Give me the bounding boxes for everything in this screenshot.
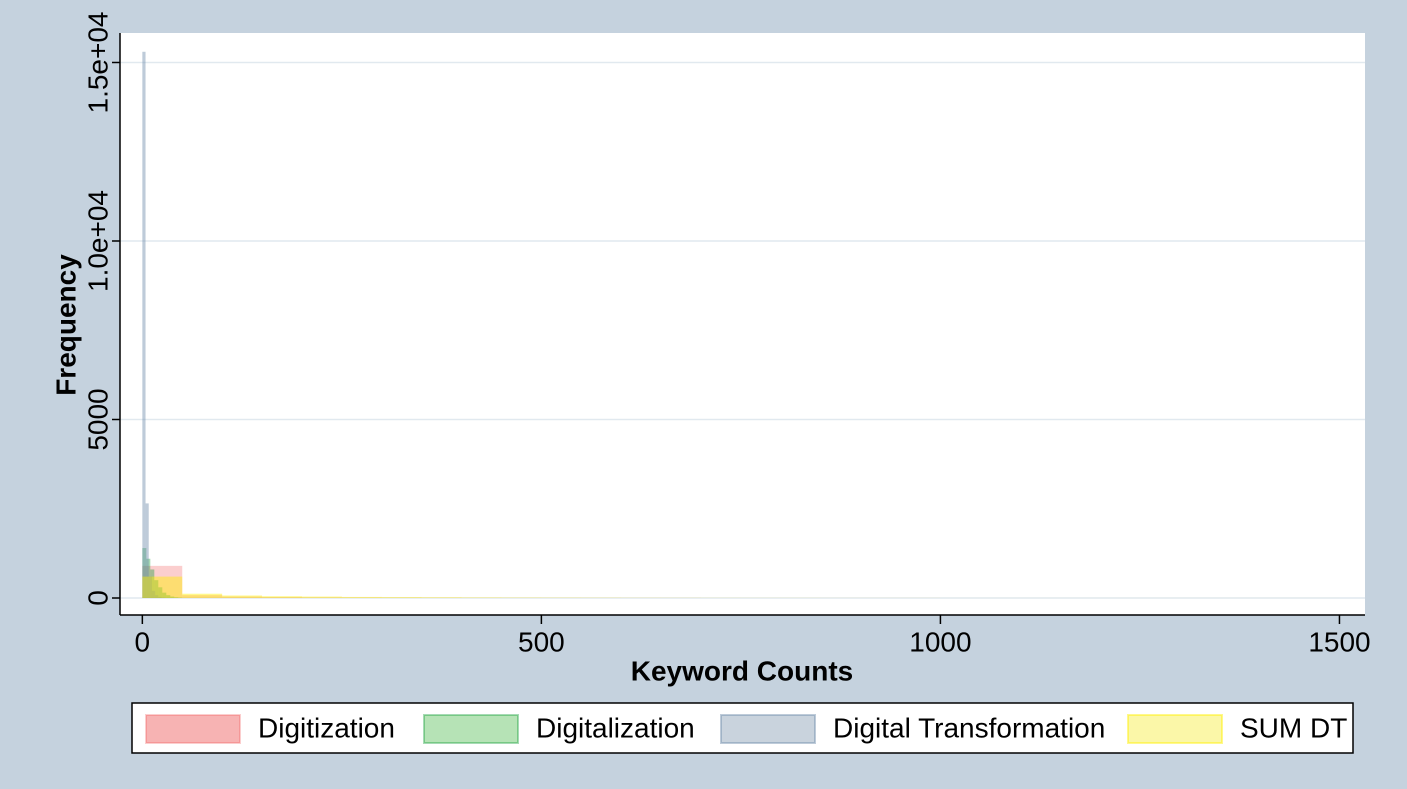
bar <box>301 597 342 599</box>
bar <box>151 590 156 599</box>
bar <box>148 576 152 599</box>
legend-swatch <box>720 714 816 744</box>
bar <box>158 587 163 599</box>
bar <box>158 596 162 599</box>
bar <box>142 565 183 599</box>
bar <box>142 576 183 599</box>
legend-label: SUM DT <box>1240 712 1347 743</box>
legend-swatch <box>1127 714 1223 744</box>
y-tick-label: 5000 <box>82 388 113 450</box>
x-tick-label: 1000 <box>909 626 971 657</box>
legend-label: Digital Transformation <box>833 712 1105 743</box>
bar <box>174 597 179 599</box>
bar <box>222 595 263 599</box>
legend-label: Digitization <box>258 712 395 743</box>
bar <box>421 597 462 599</box>
bar <box>182 595 223 599</box>
legend-swatch <box>145 714 241 744</box>
y-tick-label: 1.0e+04 <box>82 190 113 292</box>
y-tick-label: 0 <box>82 590 113 606</box>
y-axis-title: Frequency <box>50 254 81 396</box>
bar <box>155 595 159 599</box>
bar <box>142 51 146 599</box>
bar <box>182 593 223 599</box>
bar <box>162 592 167 599</box>
bar <box>150 569 155 599</box>
bar <box>381 597 422 599</box>
bar <box>154 580 159 599</box>
x-tick-label: 500 <box>518 626 565 657</box>
legend-swatch <box>423 714 519 744</box>
x-tick-label: 1500 <box>1308 626 1370 657</box>
bar <box>142 548 147 599</box>
bar <box>166 595 171 599</box>
bar <box>341 596 382 599</box>
bar <box>262 597 302 599</box>
x-axis-title: Keyword Counts <box>631 655 853 686</box>
bar <box>461 597 502 599</box>
x-tick-label: 0 <box>135 626 151 657</box>
y-tick-label: 1.5e+04 <box>82 11 113 113</box>
bar <box>301 596 342 599</box>
legend-label: Digitalization <box>536 712 695 743</box>
bar <box>146 558 151 599</box>
bar <box>170 596 175 599</box>
plot-area <box>120 33 1365 615</box>
bar <box>145 503 149 599</box>
bar <box>222 596 263 599</box>
bar <box>262 596 302 599</box>
